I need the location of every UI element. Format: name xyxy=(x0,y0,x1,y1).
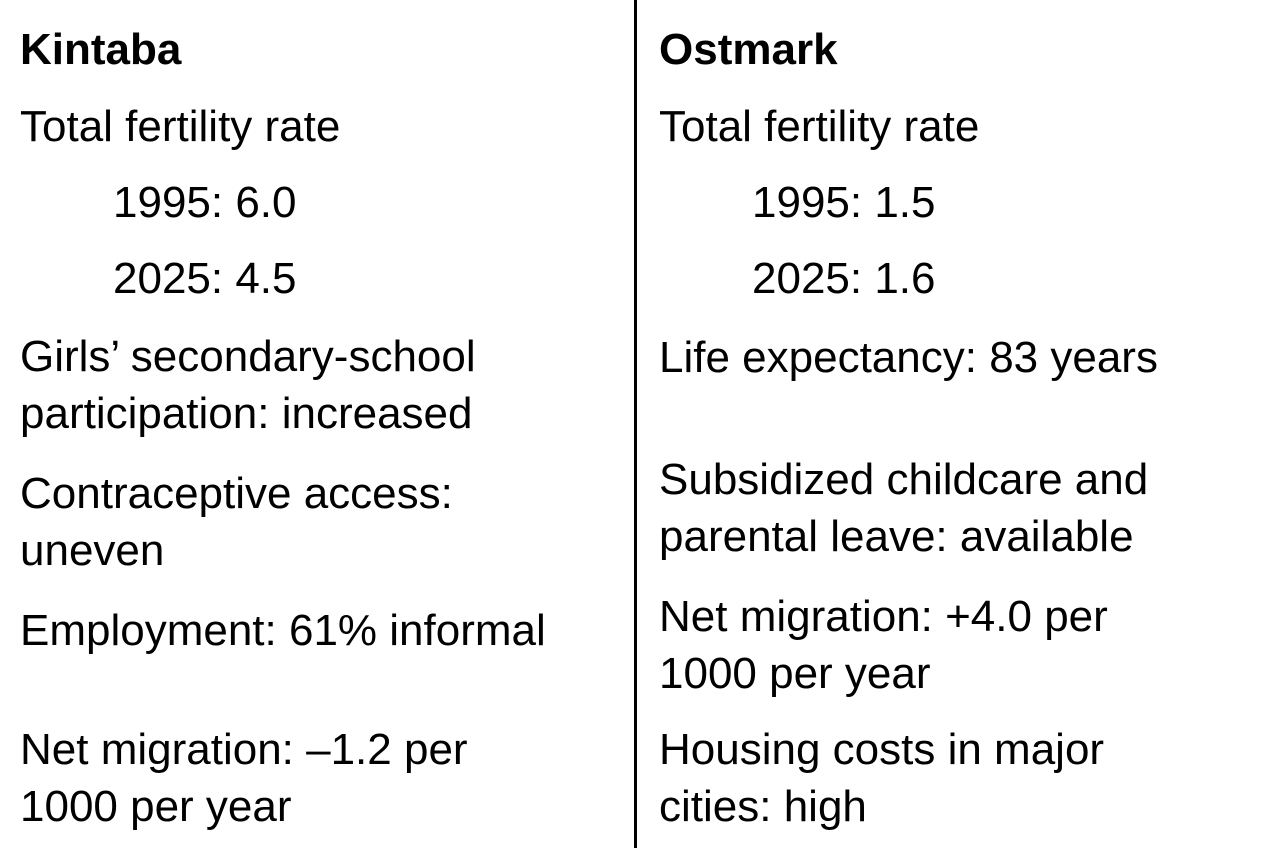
ostmark-migration-line2: 1000 per year xyxy=(659,649,931,698)
kintaba-contraceptive-line1: Contraceptive access: xyxy=(20,469,453,518)
ostmark-tfr-label: Total fertility rate xyxy=(659,102,980,151)
kintaba-girls-line1: Girls’ secondary-school xyxy=(20,332,476,381)
kintaba-tfr-label: Total fertility rate xyxy=(20,102,341,151)
ostmark-migration-line1: Net migration: +4.0 per xyxy=(659,592,1108,641)
kintaba-girls-line2: participation: increased xyxy=(20,389,473,438)
ostmark-housing-line1: Housing costs in major xyxy=(659,725,1105,774)
kintaba-migration-line2: 1000 per year xyxy=(20,782,292,831)
kintaba-employment: Employment: 61% informal xyxy=(20,606,546,655)
kintaba-tfr-1995: 1995: 6.0 xyxy=(113,178,297,227)
ostmark-life-expectancy: Life expectancy: 83 years xyxy=(659,333,1158,382)
kintaba-tfr-2025: 2025: 4.5 xyxy=(113,254,297,303)
kintaba-contraceptive-line2: uneven xyxy=(20,526,165,575)
ostmark-tfr-2025: 2025: 1.6 xyxy=(752,254,936,303)
ostmark-housing-line2: cities: high xyxy=(659,782,867,831)
kintaba-migration-line1: Net migration: –1.2 per xyxy=(20,725,468,774)
ostmark-childcare-line2: parental leave: available xyxy=(659,512,1134,561)
ostmark-childcare-line1: Subsidized childcare and xyxy=(659,455,1149,504)
kintaba-title: Kintaba xyxy=(20,25,182,74)
ostmark-title: Ostmark xyxy=(659,25,838,74)
ostmark-tfr-1995: 1995: 1.5 xyxy=(752,178,936,227)
column-divider xyxy=(634,0,637,848)
